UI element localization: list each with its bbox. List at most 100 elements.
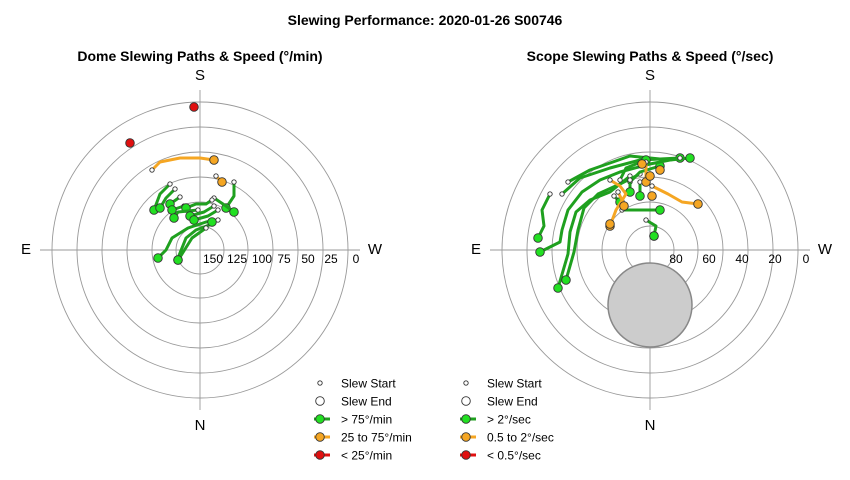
legend-swatch-marker-medium bbox=[461, 432, 471, 442]
slew-end-marker bbox=[167, 205, 177, 215]
dome-compass-west: W bbox=[368, 241, 383, 258]
legend-swatch-marker-medium bbox=[315, 432, 325, 442]
scope-compass-north: N bbox=[645, 417, 656, 434]
scope-polar-chart: Scope Slewing Paths & Speed (°/sec) S N … bbox=[460, 48, 833, 463]
slew-start-marker bbox=[607, 177, 613, 183]
slew-end-marker bbox=[655, 165, 665, 175]
radial-tick-label: 50 bbox=[301, 252, 315, 266]
legend-swatch-end bbox=[461, 396, 471, 406]
slew-end-marker bbox=[217, 177, 227, 187]
slew-end-marker bbox=[619, 201, 629, 211]
radial-tick-label: 150 bbox=[203, 252, 223, 266]
slew-path-fast bbox=[564, 172, 642, 282]
slew-start-marker bbox=[213, 173, 219, 179]
slew-start-marker bbox=[677, 155, 683, 161]
slew-start-marker bbox=[559, 191, 565, 197]
radial-tick-label: 20 bbox=[768, 252, 782, 266]
legend-swatch-marker-fast bbox=[461, 414, 471, 424]
legend-label: 0.5 to 2°/sec bbox=[487, 431, 554, 445]
radial-tick-label: 100 bbox=[252, 252, 272, 266]
radial-tick-label: 80 bbox=[669, 252, 683, 266]
slew-path-fast bbox=[224, 180, 236, 210]
radial-tick-label: 25 bbox=[324, 252, 338, 266]
slew-end-marker bbox=[189, 215, 199, 225]
slew-path-medium bbox=[650, 184, 700, 206]
slew-path-fast bbox=[628, 164, 662, 184]
slew-start-marker bbox=[627, 177, 633, 183]
legend-label: Slew Start bbox=[341, 377, 396, 391]
slew-end-marker bbox=[533, 233, 543, 243]
radial-tick-label: 0 bbox=[803, 252, 810, 266]
scope-chart-title: Scope Slewing Paths & Speed (°/sec) bbox=[527, 48, 774, 64]
legend-label: Slew End bbox=[341, 395, 392, 409]
slew-end-marker bbox=[693, 199, 703, 209]
slew-start-marker bbox=[565, 179, 571, 185]
slew-path-fast bbox=[192, 208, 220, 222]
legend-label: Slew Start bbox=[487, 377, 542, 391]
legend-swatch-end bbox=[315, 396, 325, 406]
slew-start-marker bbox=[649, 183, 655, 189]
legend-label: > 2°/sec bbox=[487, 413, 531, 427]
radial-tick-label: 75 bbox=[277, 252, 291, 266]
slew-end-marker bbox=[125, 138, 135, 148]
slew-start-marker bbox=[172, 186, 178, 192]
legend-swatch-start bbox=[463, 380, 469, 386]
radial-tick-label: 60 bbox=[702, 252, 716, 266]
scope-compass-south: S bbox=[645, 67, 655, 84]
slew-end-marker bbox=[647, 191, 657, 201]
scope-legend: Slew Start Slew End > 2°/sec 0.5 to 2°/sec <… bbox=[460, 377, 554, 463]
slew-end-marker bbox=[637, 159, 647, 169]
slew-start-marker bbox=[643, 217, 649, 223]
slew-end-marker bbox=[561, 275, 571, 285]
legend-label: 25 to 75°/min bbox=[341, 431, 412, 445]
slew-start-marker bbox=[195, 207, 201, 213]
radial-tick-label: 125 bbox=[227, 252, 247, 266]
slew-end-marker bbox=[153, 253, 163, 263]
dome-radial-ticks: 150 125 100 75 50 25 0 bbox=[203, 252, 360, 266]
dome-chart-title: Dome Slewing Paths & Speed (°/min) bbox=[77, 48, 322, 64]
slew-path-fast bbox=[152, 182, 172, 212]
slew-path-fast bbox=[556, 174, 632, 290]
scope-slew-paths bbox=[533, 153, 703, 293]
slew-start-marker bbox=[547, 191, 553, 197]
dome-compass-north: N bbox=[195, 417, 206, 434]
slew-start-marker bbox=[617, 177, 623, 183]
legend-label: > 75°/min bbox=[341, 413, 392, 427]
slew-start-marker bbox=[167, 181, 173, 187]
slew-start-marker bbox=[231, 179, 237, 185]
slew-path-fast bbox=[188, 204, 216, 218]
slew-end-marker bbox=[229, 207, 239, 217]
radial-tick-label: 40 bbox=[735, 252, 749, 266]
legend-label: < 0.5°/sec bbox=[487, 449, 541, 463]
slew-start-marker bbox=[209, 197, 215, 203]
dome-polar-chart: Dome Slewing Paths & Speed (°/min) S N E… bbox=[21, 48, 412, 463]
slew-end-marker bbox=[605, 219, 615, 229]
figure-title: Slewing Performance: 2020-01-26 S00746 bbox=[288, 12, 563, 28]
slew-path-fast bbox=[184, 198, 214, 210]
slew-start-marker bbox=[177, 194, 183, 200]
scope-radial-ticks: 80 60 40 20 0 bbox=[669, 252, 809, 266]
dome-slew-paths bbox=[125, 102, 239, 265]
slew-path-medium bbox=[608, 178, 628, 228]
legend-swatch-start bbox=[317, 380, 323, 386]
slew-end-marker bbox=[649, 231, 659, 241]
slew-start-marker bbox=[615, 189, 621, 195]
slew-start-marker bbox=[149, 167, 155, 173]
legend-label: < 25°/min bbox=[341, 449, 392, 463]
slew-end-marker bbox=[207, 217, 217, 227]
slew-end-marker bbox=[685, 153, 695, 163]
legend-swatch-marker-slow bbox=[461, 450, 471, 460]
slew-end-marker bbox=[535, 247, 545, 257]
slew-path-medium bbox=[150, 156, 216, 172]
slew-end-marker bbox=[189, 102, 199, 112]
slew-start-marker bbox=[611, 193, 617, 199]
radial-tick-label: 0 bbox=[353, 252, 360, 266]
slew-end-marker bbox=[553, 283, 563, 293]
legend-swatch-marker-slow bbox=[315, 450, 325, 460]
scope-compass-east: E bbox=[471, 241, 481, 258]
slew-end-marker bbox=[173, 255, 183, 265]
slew-end-marker bbox=[645, 171, 655, 181]
legend-swatch-marker-fast bbox=[315, 414, 325, 424]
dome-compass-east: E bbox=[21, 241, 31, 258]
